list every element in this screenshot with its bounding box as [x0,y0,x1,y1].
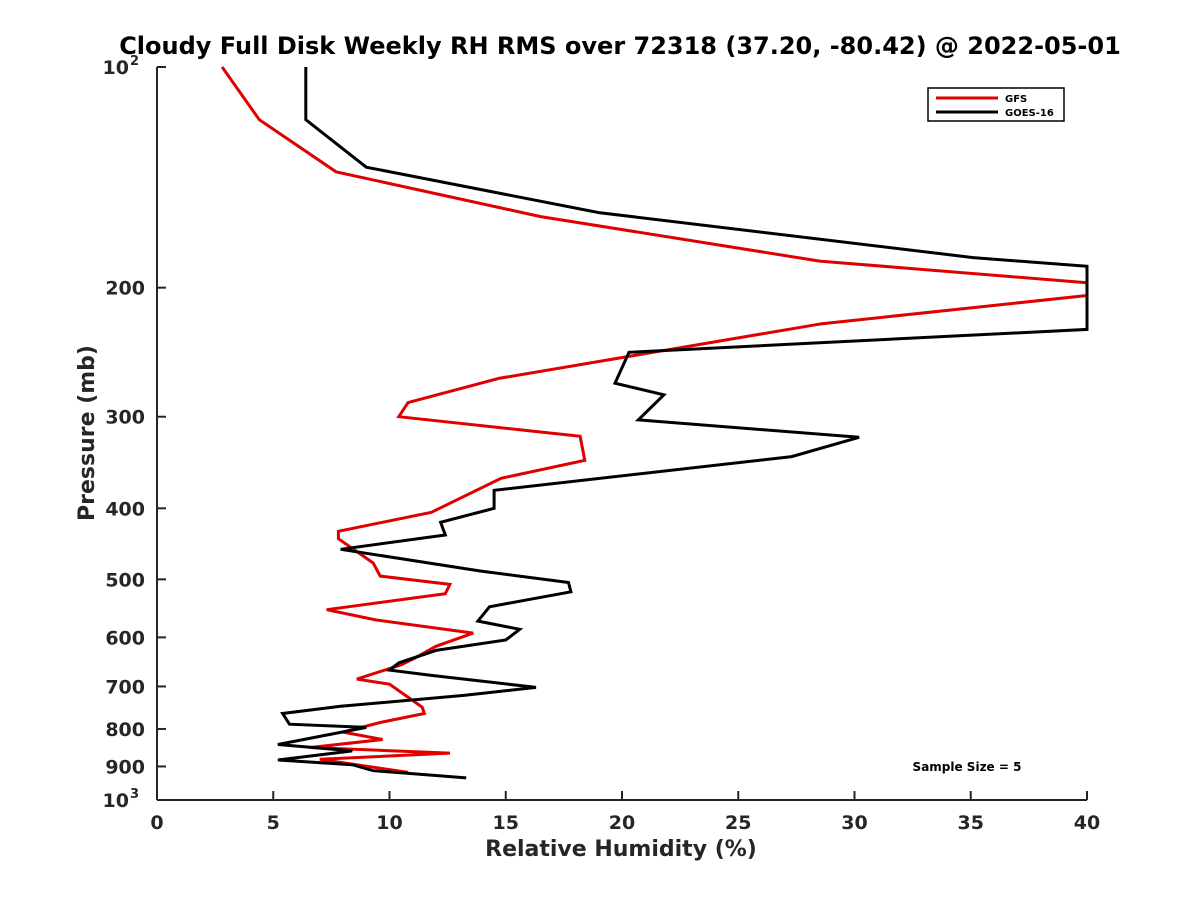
y-tick-label: 10 [103,57,129,79]
x-tick-label: 0 [150,812,163,834]
legend-entry: GOES-16 [1005,108,1054,119]
y-axis-label: Pressure (mb) [75,345,100,521]
x-tick-label: 40 [1074,812,1100,834]
x-tick-label: 10 [376,812,402,834]
y-tick-label: 800 [105,719,145,741]
legend-entry: GFS [1005,94,1027,105]
series-line-goes-16 [277,67,1089,780]
y-tick-label: 900 [105,756,145,778]
series-group [220,66,1089,780]
legend-box [927,87,1065,122]
y-tick-label: 200 [105,278,145,300]
y-tick-label: 400 [105,498,145,520]
x-axis-label: Relative Humidity (%) [485,837,757,862]
x-tick-label: 25 [725,812,751,834]
x-tick-label: 35 [958,812,984,834]
x-tick-label: 30 [841,812,867,834]
legend: GFS GOES-16 [927,87,1065,122]
y-tick-label: 10 [103,790,129,812]
series-line-gfs [220,66,1089,774]
y-tick-exponent: 2 [130,54,139,69]
y-tick-label: 500 [105,569,145,591]
sample-size-annotation: Sample Size = 5 [913,760,1022,774]
chart-title: Cloudy Full Disk Weekly RH RMS over 7231… [119,32,1121,60]
y-tick-label: 700 [105,676,145,698]
y-tick-exponent: 3 [130,787,139,802]
y-tick-label: 300 [105,407,145,429]
x-tick-label: 20 [609,812,635,834]
y-tick-label: 600 [105,627,145,649]
x-tick-label: 5 [267,812,280,834]
x-tick-label: 15 [493,812,519,834]
